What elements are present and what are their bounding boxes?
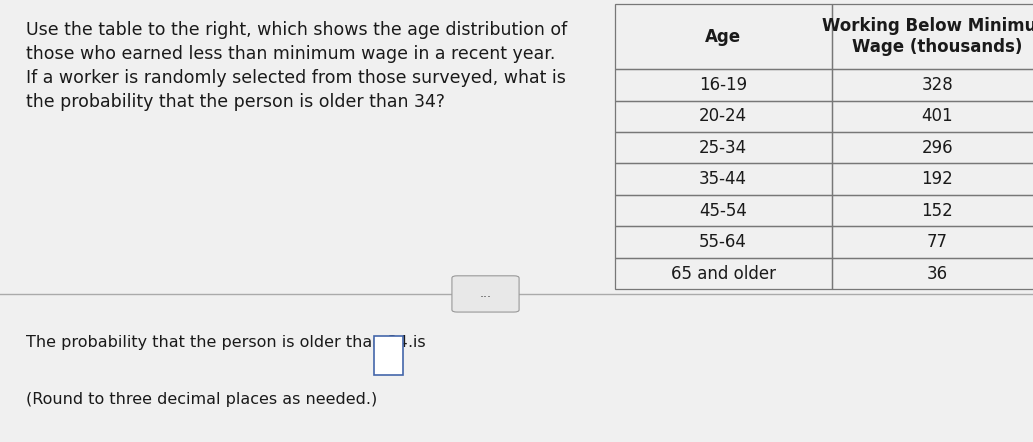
Bar [615, 226, 832, 258]
FancyBboxPatch shape [451, 276, 519, 312]
Text: 401: 401 [921, 107, 953, 125]
Bar [832, 69, 1033, 100]
Bar [832, 4, 1033, 69]
Text: 20-24: 20-24 [699, 107, 747, 125]
Bar [832, 4, 1033, 69]
Bar [832, 132, 1033, 164]
Text: 45-54: 45-54 [699, 202, 747, 220]
Text: (Round to three decimal places as needed.): (Round to three decimal places as needed… [26, 392, 377, 407]
Text: 296: 296 [921, 139, 953, 157]
Text: 25-34: 25-34 [699, 139, 747, 157]
Bar [374, 336, 403, 375]
Bar [832, 100, 1033, 132]
Bar [615, 258, 832, 289]
Text: Working Below Minimum
Wage (thousands): Working Below Minimum Wage (thousands) [821, 17, 1033, 56]
Text: The probability that the person is older than 34 is: The probability that the person is older… [26, 335, 426, 351]
Text: 328: 328 [921, 76, 953, 94]
Text: 35-44: 35-44 [699, 170, 747, 188]
Bar [615, 195, 832, 226]
Text: 16-19: 16-19 [699, 76, 747, 94]
Bar [832, 132, 1033, 164]
Bar [615, 4, 832, 69]
Bar [615, 226, 832, 258]
Bar [615, 100, 832, 132]
Text: .: . [407, 335, 412, 351]
Text: 65 and older: 65 and older [670, 264, 776, 282]
Bar [615, 69, 832, 100]
Bar [832, 226, 1033, 258]
Bar [615, 258, 832, 289]
Text: 192: 192 [921, 170, 953, 188]
Bar [615, 195, 832, 226]
Bar [832, 164, 1033, 195]
Bar [615, 164, 832, 195]
Bar [615, 4, 832, 69]
Bar [832, 258, 1033, 289]
Bar [832, 100, 1033, 132]
Text: Age: Age [706, 28, 741, 46]
Bar [832, 69, 1033, 100]
Bar [832, 195, 1033, 226]
Bar [615, 132, 832, 164]
Text: 36: 36 [927, 264, 948, 282]
Bar [615, 100, 832, 132]
Bar [832, 226, 1033, 258]
Bar [615, 132, 832, 164]
Bar [832, 195, 1033, 226]
Text: 77: 77 [927, 233, 948, 251]
Bar [615, 69, 832, 100]
Text: Use the table to the right, which shows the age distribution of
those who earned: Use the table to the right, which shows … [26, 21, 567, 111]
Text: ...: ... [479, 287, 492, 301]
Text: 152: 152 [921, 202, 953, 220]
Bar [615, 164, 832, 195]
Bar [832, 164, 1033, 195]
Text: 55-64: 55-64 [699, 233, 747, 251]
Bar [832, 258, 1033, 289]
